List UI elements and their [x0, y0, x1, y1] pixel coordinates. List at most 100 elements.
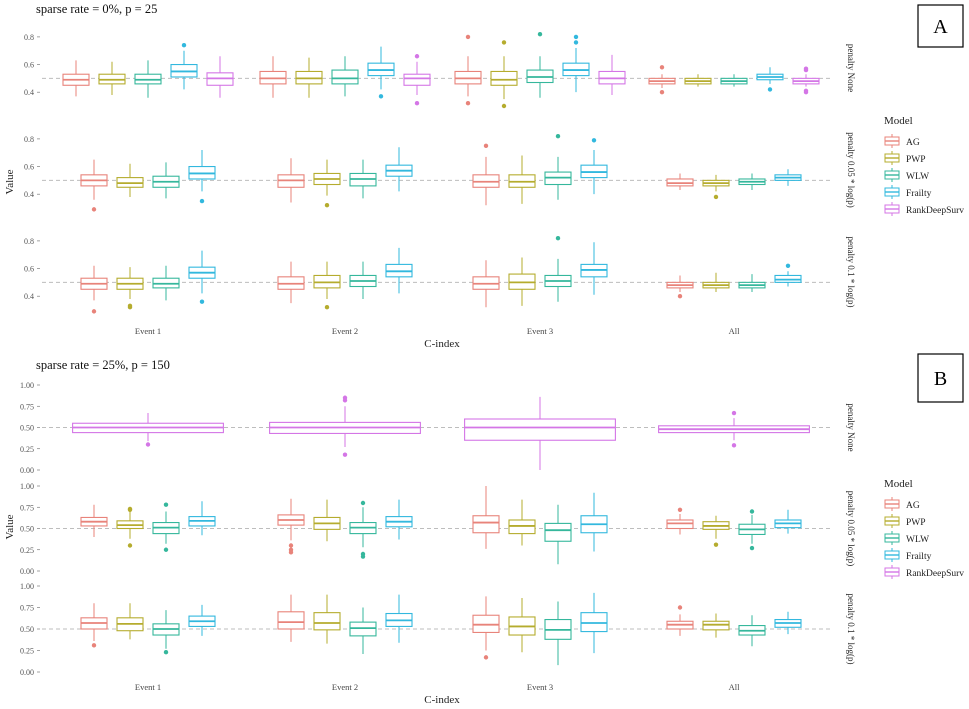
box-wlw [738, 173, 766, 191]
box-ag [472, 486, 500, 549]
legend-label: WLW [906, 172, 929, 182]
facet: 0.4 0.6 0.8 penalty None [24, 31, 856, 109]
y-tick-label: 0.75 [20, 402, 34, 411]
y-tick-label: 0.00 [20, 567, 34, 576]
y-tick-label: 0.6 [24, 61, 34, 70]
box-wlw [134, 60, 162, 98]
outlier-point [324, 305, 330, 310]
legend: Model AG PWP WLW Frailty RankDeepSurv [884, 115, 964, 216]
x-axis-title: C-index [424, 338, 460, 350]
box-frailty [188, 250, 216, 304]
y-tick-label: 0.75 [20, 604, 34, 613]
box-frailty [385, 147, 413, 192]
box-frailty [774, 169, 802, 186]
x-axis-title: C-index [424, 694, 460, 706]
outlier-point [803, 67, 809, 73]
outlier-point [163, 547, 169, 552]
outlier-point [501, 103, 507, 109]
outlier-point [573, 40, 579, 45]
box-pwp [702, 515, 730, 547]
legend-title: Model [884, 115, 913, 127]
outlier-point [288, 550, 294, 555]
box-wlw [544, 133, 572, 200]
outlier-point [803, 89, 809, 95]
panel-label-box [917, 4, 964, 48]
outlier-point [91, 309, 97, 314]
box-wlw [544, 601, 572, 666]
outlier-point [465, 101, 471, 106]
outlier-point [181, 43, 187, 48]
box-wlw [349, 607, 377, 654]
box-ag [666, 275, 694, 299]
y-axis-title: Value [4, 169, 16, 194]
y-tick-label: 0.4 [24, 88, 34, 97]
box-rankdeepsurv [72, 413, 224, 447]
box-wlw [152, 265, 180, 301]
x-tick-label: Event 2 [332, 682, 358, 692]
legend-item: PWP [884, 151, 926, 165]
outlier-point [713, 194, 719, 200]
box-pwp [508, 257, 536, 306]
box-wlw [526, 31, 554, 98]
outlier-point [414, 101, 420, 106]
outlier-point [91, 207, 97, 212]
y-tick-label: 0.25 [20, 647, 34, 656]
outlier-point [591, 138, 597, 143]
x-tick-label: Event 3 [527, 682, 553, 692]
facet-strip-label: penalty None [846, 44, 856, 92]
box-ag [666, 507, 694, 535]
box-frailty [580, 242, 608, 295]
box-pwp [295, 57, 323, 98]
outlier-point [414, 54, 420, 59]
box-frailty [367, 46, 395, 99]
legend-label: AG [906, 501, 920, 511]
legend-label: Frailty [906, 189, 932, 199]
box-ag [80, 265, 108, 314]
box-ag [666, 605, 694, 636]
outlier-point [659, 89, 665, 95]
outlier-point [677, 293, 683, 299]
box-rankdeepsurv [792, 66, 820, 95]
legend-item: Frailty [884, 185, 932, 199]
box-iqr [331, 69, 359, 85]
box-iqr [464, 418, 616, 441]
y-tick-label: 0.6 [24, 265, 34, 274]
outlier-point [537, 31, 543, 37]
box-pwp [702, 174, 730, 200]
box-iqr [313, 612, 341, 631]
box-wlw [720, 74, 748, 87]
box-pwp [490, 40, 518, 109]
box-wlw [349, 500, 377, 559]
box-pwp [702, 272, 730, 293]
y-tick-label: 1.00 [20, 482, 34, 491]
outlier-point [785, 263, 791, 268]
box-wlw [738, 509, 766, 551]
legend-item: PWP [884, 514, 926, 528]
box-frailty [562, 34, 590, 93]
box-ag [277, 158, 305, 203]
outlier-point [199, 299, 205, 304]
x-tick-label: All [729, 326, 741, 336]
outlier-point [731, 410, 737, 416]
panel-title: sparse rate = 0%, p = 25 [36, 2, 157, 16]
outlier-point [573, 34, 579, 40]
legend-label: RankDeepSurv [906, 206, 964, 216]
box-wlw [152, 162, 180, 199]
box-ag [454, 34, 482, 106]
y-tick-label: 0.6 [24, 163, 34, 172]
x-tick-label: Event 1 [135, 326, 161, 336]
box-pwp [116, 163, 144, 197]
outlier-point [731, 443, 737, 448]
facet-strip-label: penalty 0.1 * log(p) [846, 237, 856, 308]
facet-strip-label: penalty None [846, 403, 856, 451]
box-frailty [756, 67, 784, 92]
facet-strip-label: penalty 0.1 * log(p) [846, 594, 856, 665]
box-wlw [544, 504, 572, 565]
y-tick-label: 0.50 [20, 424, 34, 433]
legend-item: Frailty [884, 548, 932, 562]
box-rankdeepsurv [464, 396, 616, 470]
box-ag [80, 159, 108, 212]
box-frailty [580, 592, 608, 654]
box-ag [62, 60, 90, 97]
box-pwp [508, 499, 536, 546]
